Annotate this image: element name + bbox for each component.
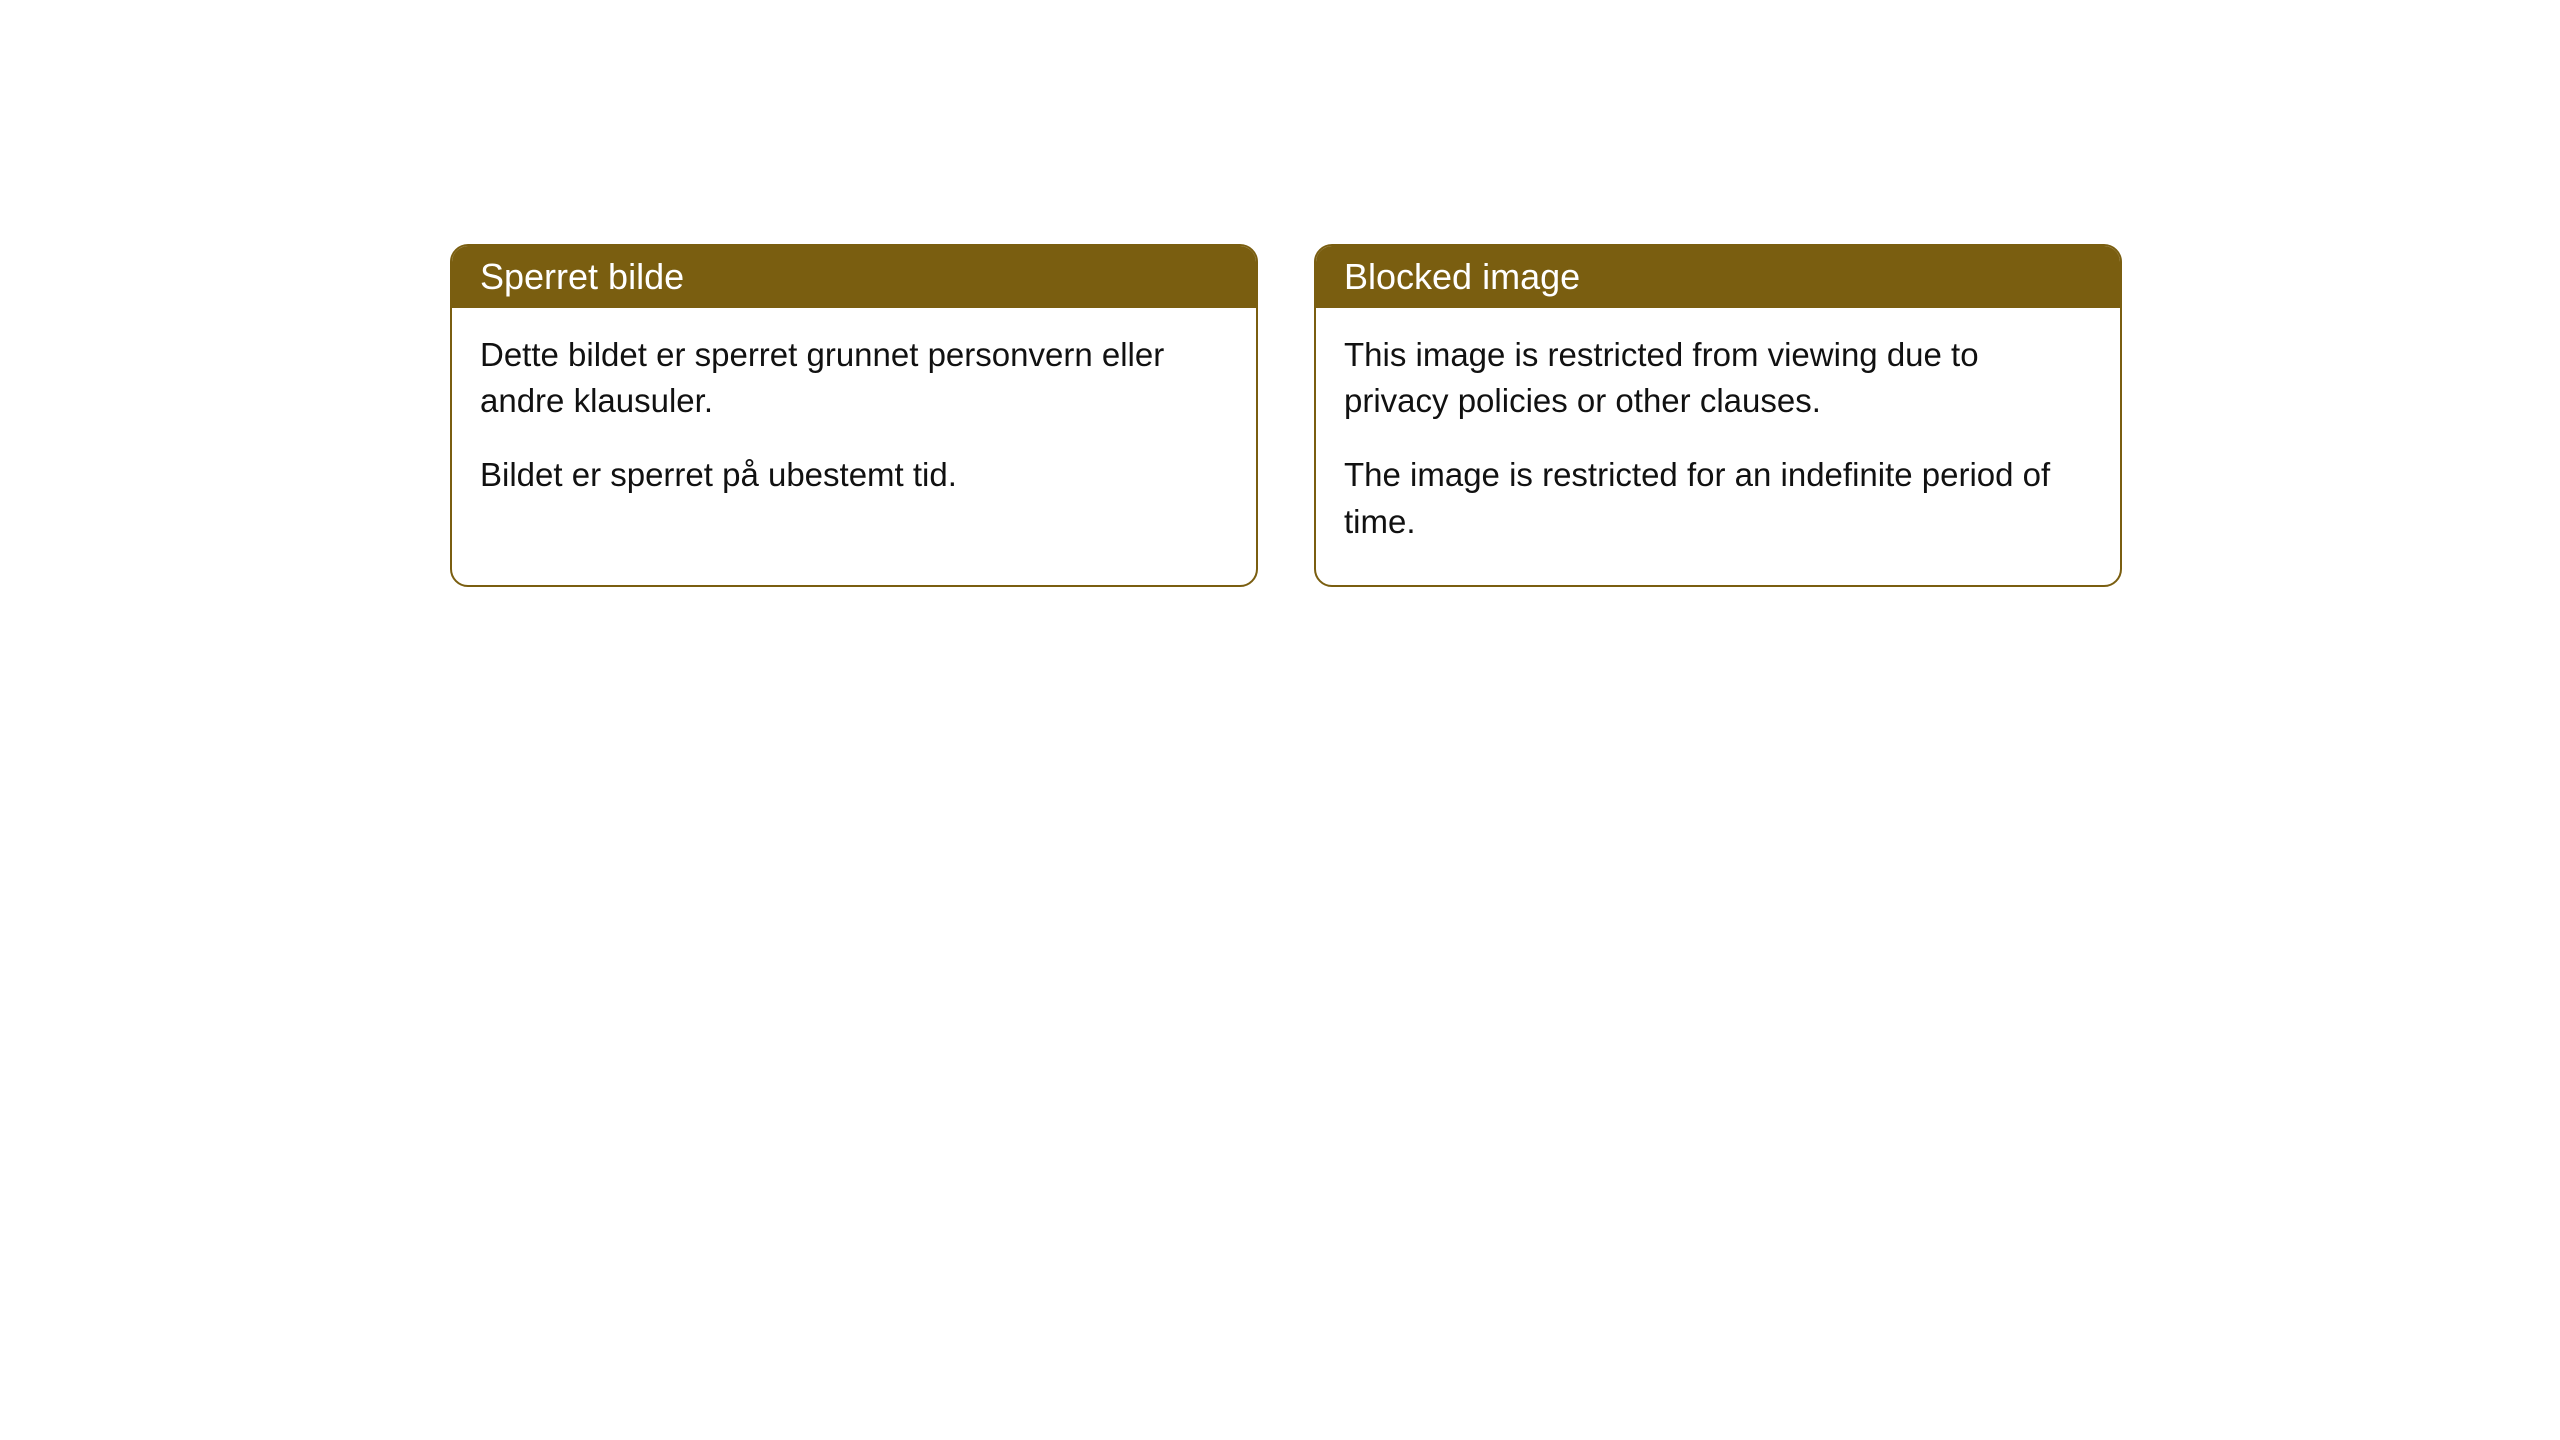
notice-card-english: Blocked image This image is restricted f… xyxy=(1314,244,2122,587)
notice-title-norwegian: Sperret bilde xyxy=(480,256,684,297)
notice-body-norwegian: Dette bildet er sperret grunnet personve… xyxy=(452,308,1256,539)
notice-container: Sperret bilde Dette bildet er sperret gr… xyxy=(450,244,2122,587)
notice-paragraph-1-english: This image is restricted from viewing du… xyxy=(1344,332,2092,424)
notice-header-norwegian: Sperret bilde xyxy=(452,246,1256,308)
notice-body-english: This image is restricted from viewing du… xyxy=(1316,308,2120,585)
notice-card-norwegian: Sperret bilde Dette bildet er sperret gr… xyxy=(450,244,1258,587)
notice-paragraph-2-norwegian: Bildet er sperret på ubestemt tid. xyxy=(480,452,1228,498)
notice-paragraph-2-english: The image is restricted for an indefinit… xyxy=(1344,452,2092,544)
notice-paragraph-1-norwegian: Dette bildet er sperret grunnet personve… xyxy=(480,332,1228,424)
notice-header-english: Blocked image xyxy=(1316,246,2120,308)
notice-title-english: Blocked image xyxy=(1344,256,1580,297)
